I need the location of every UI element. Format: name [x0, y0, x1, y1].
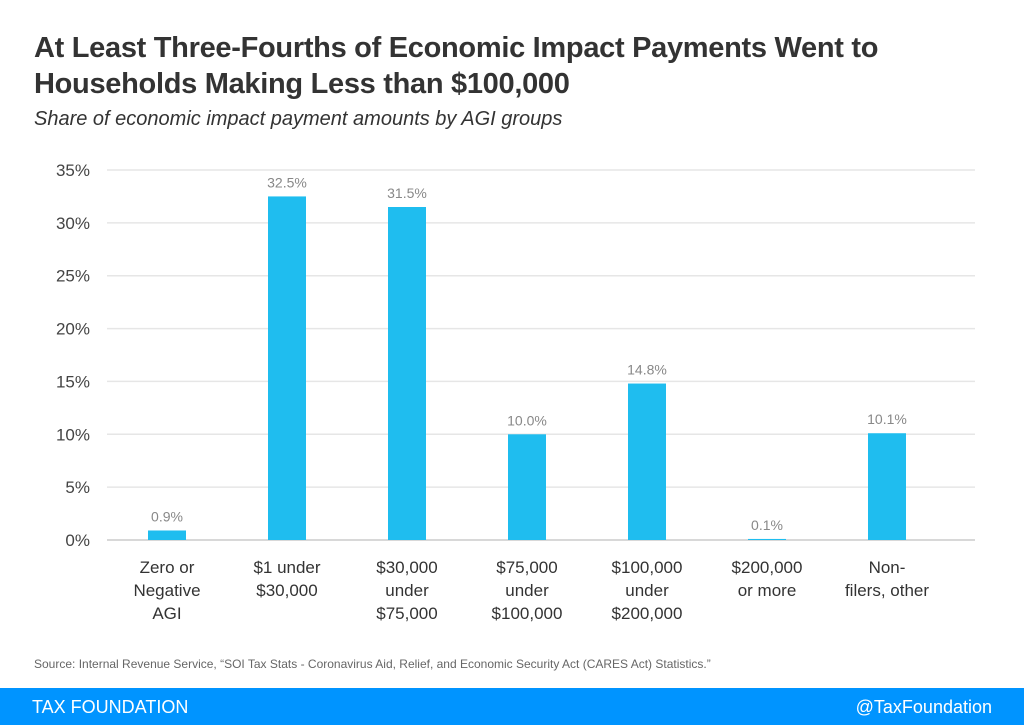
x-tick-label: under: [385, 581, 429, 600]
bar: [388, 207, 426, 540]
y-tick-label: 5%: [65, 478, 90, 497]
x-tick-label: $75,000: [496, 558, 557, 577]
footer-handle: @TaxFoundation: [855, 697, 992, 717]
source-note: Source: Internal Revenue Service, “SOI T…: [34, 657, 711, 671]
y-tick-label: 35%: [56, 161, 90, 180]
x-tick-label: AGI: [152, 604, 181, 623]
data-label: 31.5%: [387, 185, 427, 201]
x-tick-label: $75,000: [376, 604, 437, 623]
bar: [508, 434, 546, 540]
y-tick-label: 20%: [56, 320, 90, 339]
y-tick-label: 15%: [56, 372, 90, 391]
chart-subtitle: Share of economic impact payment amounts…: [34, 108, 563, 130]
data-label: 0.9%: [151, 508, 183, 524]
x-tick-label: filers, other: [845, 581, 929, 600]
bar: [628, 383, 666, 540]
x-tick-label: $200,000: [612, 604, 683, 623]
y-tick-label: 0%: [65, 531, 90, 550]
x-tick-label: under: [505, 581, 549, 600]
data-label: 32.5%: [267, 174, 307, 190]
bar: [148, 530, 186, 540]
x-tick-label: $100,000: [492, 604, 563, 623]
bar: [748, 538, 786, 540]
bar: [868, 433, 906, 540]
y-tick-label: 10%: [56, 425, 90, 444]
x-tick-label: Non-: [869, 558, 906, 577]
x-tick-label: or more: [738, 581, 797, 600]
x-tick-label: $30,000: [376, 558, 437, 577]
data-label: 10.1%: [867, 411, 907, 427]
bar: [268, 196, 306, 540]
chart-title: At Least Three-Fourths of Economic Impac…: [34, 32, 879, 100]
x-tick-label: $1 under: [253, 558, 320, 577]
y-tick-label: 25%: [56, 267, 90, 286]
x-tick-label: under: [625, 581, 669, 600]
x-tick-label: $200,000: [732, 558, 803, 577]
footer-bar: TAX FOUNDATION @TaxFoundation: [0, 688, 1024, 725]
data-label: 10.0%: [507, 412, 547, 428]
y-tick-label: 30%: [56, 214, 90, 233]
bar-chart: 0% 5% 10% 15% 20% 25% 30% 35% 0.9% Zero or Negativ…: [56, 161, 975, 623]
x-tick-label: Zero or: [140, 558, 195, 577]
x-tick-label: $100,000: [612, 558, 683, 577]
data-label: 0.1%: [751, 517, 783, 533]
x-tick-label: $30,000: [256, 581, 317, 600]
x-tick-label: Negative: [133, 581, 200, 600]
footer-brand: TAX FOUNDATION: [32, 697, 189, 717]
data-label: 14.8%: [627, 362, 667, 378]
